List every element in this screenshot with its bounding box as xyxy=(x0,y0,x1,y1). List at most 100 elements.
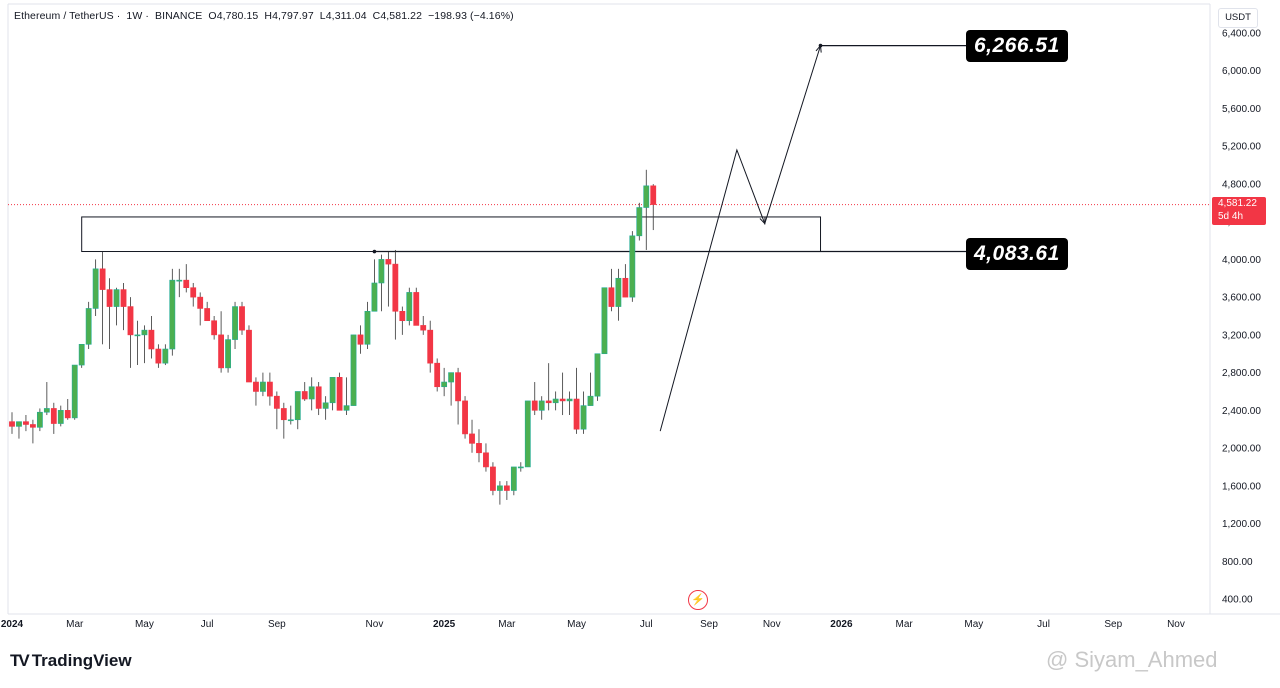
ohlc-open: O4,780.15 xyxy=(208,10,259,22)
candle-body xyxy=(294,391,301,421)
candle-body xyxy=(197,296,204,309)
y-tick-label: 5,600.00 xyxy=(1222,104,1261,115)
tradingview-logo-text: TradingView xyxy=(31,651,132,670)
ohlc-close: C4,581.22 xyxy=(372,10,423,22)
candle-body xyxy=(43,408,50,413)
currency-selector[interactable]: USDT xyxy=(1218,8,1258,28)
candle-body xyxy=(85,308,92,345)
candle-body xyxy=(448,372,455,383)
ohlc-change: −198.93 (−4.16%) xyxy=(428,10,514,22)
candle-body xyxy=(545,400,552,404)
y-tick-label: 4,800.00 xyxy=(1222,179,1261,190)
symbol-header: Ethereum / TetherUS · 1W · BINANCE O4,780.… xyxy=(14,10,514,22)
candle-body xyxy=(169,279,176,350)
bar-countdown: 5d 4h xyxy=(1218,211,1244,222)
candle-body xyxy=(441,381,448,388)
candle-body xyxy=(211,320,218,336)
y-tick-label: 3,600.00 xyxy=(1222,293,1261,304)
candle-body xyxy=(148,329,155,350)
candle-body xyxy=(406,292,413,322)
candle-body xyxy=(420,325,427,331)
candle-body xyxy=(57,410,64,424)
candle-body xyxy=(120,289,127,307)
candle-body xyxy=(496,485,503,491)
y-tick-label: 1,600.00 xyxy=(1222,481,1261,492)
candle-body xyxy=(587,395,594,406)
candle-body xyxy=(413,292,420,326)
candle-body xyxy=(239,306,245,331)
candle-body xyxy=(531,400,538,411)
candle-body xyxy=(517,466,524,469)
candle-body xyxy=(280,408,287,421)
candle-body xyxy=(134,334,141,337)
candle-body xyxy=(329,377,336,404)
candle-body xyxy=(483,452,489,468)
x-tick-label: Sep xyxy=(268,619,286,630)
x-tick-label: Jul xyxy=(201,619,214,630)
candle-body xyxy=(260,381,266,392)
y-tick-label: 400.00 xyxy=(1222,595,1253,606)
x-tick-label: May xyxy=(135,619,154,630)
candle-body xyxy=(538,400,545,411)
candle-body xyxy=(503,485,510,491)
candle-body xyxy=(287,419,294,422)
candle-body xyxy=(615,277,622,307)
tradingview-logo[interactable]: TV TradingView xyxy=(10,651,132,671)
y-tick-label: 2,000.00 xyxy=(1222,444,1261,455)
x-tick-label: Nov xyxy=(763,619,781,630)
candle-body xyxy=(434,362,441,388)
candle-body xyxy=(622,277,629,298)
candle-body xyxy=(643,185,650,208)
candle-body xyxy=(462,400,468,435)
author-watermark: @ Siyam_Ahmed xyxy=(1046,647,1218,673)
candle-body xyxy=(155,348,162,364)
candle-body xyxy=(476,443,482,454)
candle-body xyxy=(301,391,308,400)
symbol-name[interactable]: Ethereum / TetherUS xyxy=(14,10,114,22)
candle-body xyxy=(343,405,350,411)
candle-body xyxy=(30,424,36,428)
candle-body xyxy=(629,235,636,298)
price-chart[interactable]: 6,400.00 6,000.00 5,600.00 5,200.00 4,800.00… xyxy=(0,0,1280,640)
candle-body xyxy=(357,334,364,345)
candle-body xyxy=(524,400,531,468)
flash-icon[interactable]: ⚡ xyxy=(688,590,708,610)
x-tick-label: 2026 xyxy=(830,619,853,630)
x-tick-label: 2024 xyxy=(1,619,24,630)
projection-arrow-head xyxy=(759,216,766,225)
support-line-anchor xyxy=(372,249,377,254)
candle-body xyxy=(246,329,252,383)
candle-body xyxy=(469,433,475,444)
y-tick-label: 4,000.00 xyxy=(1222,255,1261,266)
interval[interactable]: 1W xyxy=(126,10,143,22)
candle-body xyxy=(266,381,273,397)
x-tick-label: Jul xyxy=(1037,619,1050,630)
x-tick-label: Jul xyxy=(640,619,653,630)
candle-body xyxy=(608,287,615,307)
candle-body xyxy=(225,339,231,369)
candle-body xyxy=(127,306,134,336)
candle-body xyxy=(106,289,113,307)
candle-body xyxy=(490,466,496,491)
support-zone-box xyxy=(81,216,822,253)
exchange: BINANCE xyxy=(155,10,203,22)
candle-body xyxy=(399,310,406,322)
candle-body xyxy=(64,410,71,419)
x-tick-label: Nov xyxy=(1167,619,1185,630)
candle-body xyxy=(552,398,559,404)
x-tick-label: Sep xyxy=(700,619,718,630)
candle-body xyxy=(176,279,183,282)
x-tick-label: May xyxy=(964,619,983,630)
x-tick-label: Mar xyxy=(66,619,84,630)
candle-body xyxy=(71,364,78,419)
candle-body xyxy=(601,287,608,355)
last-price-value: 4,581.22 xyxy=(1218,198,1257,209)
candle-body xyxy=(427,329,434,364)
candle-body xyxy=(573,398,580,430)
candle-body xyxy=(78,343,85,366)
candle-body xyxy=(92,268,99,309)
candle-body xyxy=(50,408,57,424)
candle-body xyxy=(392,263,399,312)
target-line-anchor xyxy=(818,43,823,48)
x-tick-label: Sep xyxy=(1104,619,1122,630)
